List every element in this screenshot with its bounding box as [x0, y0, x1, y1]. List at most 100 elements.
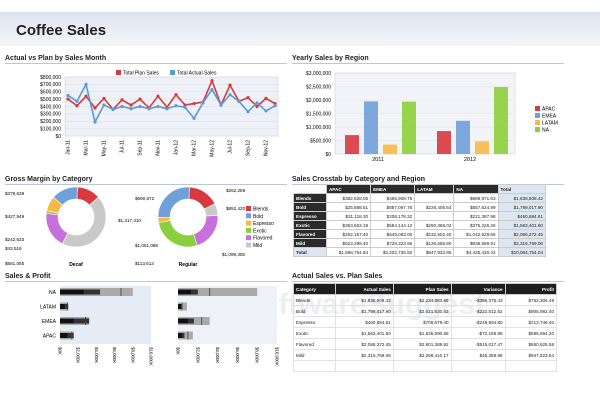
- data-point: [138, 104, 142, 109]
- y-tick-label: $700,000: [40, 82, 61, 88]
- table-cell: $1,042,629.65: [453, 229, 499, 239]
- table-cell: $363,663.19: [325, 220, 372, 230]
- legend-swatch-Flavored: [246, 235, 251, 241]
- bar-NA-2012: [494, 87, 508, 154]
- category-label: EMEA: [42, 319, 57, 325]
- table-row: Total $1,588,754.84 $3,202,735.92 $847,832.…: [293, 247, 547, 257]
- data-point: [84, 82, 88, 86]
- x-tick-label: $10,000K: [275, 347, 280, 366]
- x-tick-label: $8,000K: [130, 347, 135, 363]
- data-point: [210, 79, 214, 83]
- y-tick-label: $2,000,000: [306, 98, 331, 104]
- bullet-actual: [60, 318, 90, 324]
- donut-label: $1,099,308: [222, 252, 245, 257]
- column-header[interactable]: Plan Sales: [392, 283, 452, 295]
- data-point: [111, 107, 115, 112]
- donut-name: Decaf: [69, 262, 83, 268]
- table-cell: $1,838,508.42: [334, 294, 394, 306]
- data-point: [219, 103, 223, 107]
- table-cell: $709,679.40: [392, 316, 452, 328]
- data-point: [120, 98, 124, 102]
- data-point: [273, 101, 277, 106]
- donut-slice-Flavored: [45, 213, 69, 245]
- data-point: [138, 97, 142, 101]
- data-point: [174, 93, 178, 97]
- table-row: Mild $2,316,769.06 $2,268,410.17 $48,358.88…: [293, 349, 558, 361]
- legend-swatch-Bold: [246, 213, 251, 219]
- x-tick-label: $8,000K: [255, 347, 260, 363]
- table-cell: [392, 360, 452, 372]
- x-tick-label: $2,000K: [195, 347, 200, 363]
- bullet-profit: [178, 289, 191, 295]
- table-row: [293, 360, 558, 372]
- table-cell: [450, 360, 506, 372]
- data-point: [156, 104, 160, 109]
- data-point: [228, 93, 232, 97]
- category-label: NA: [49, 290, 57, 296]
- actual-plan-table: Category Actual Sales Plan Sales Variance Pr…: [293, 283, 558, 372]
- table-cell: $549,083.00: [370, 229, 416, 239]
- data-point: [102, 96, 106, 100]
- y-tick-label: $1,000,000: [306, 125, 331, 131]
- table-cell: $260,368.02: [414, 220, 455, 230]
- x-tick-label: 2011: [372, 157, 384, 163]
- data-point: [75, 104, 79, 108]
- x-tick-label: Sep-12: [246, 140, 252, 156]
- section-title-line: Actual vs Plan by Sales Month: [5, 55, 287, 64]
- table-cell: Blends: [293, 294, 336, 306]
- column-header[interactable]: Variance: [450, 283, 506, 295]
- table-cell: $48,358.88: [450, 349, 506, 361]
- data-point: [84, 94, 88, 98]
- column-header[interactable]: Profit: [504, 283, 558, 295]
- table-cell: $2,316,769.06: [334, 349, 394, 361]
- table-cell: $465,908.75: [370, 193, 416, 203]
- legend-swatch-Exotic: [246, 227, 251, 233]
- table-cell: Blends: [293, 193, 327, 203]
- column-header[interactable]: Category: [293, 283, 336, 295]
- y-tick-label: $0: [55, 134, 61, 140]
- legend-swatch-LATAM: [535, 120, 540, 125]
- y-tick-label: $100,000: [40, 126, 61, 132]
- table-cell: Flavored: [293, 338, 336, 350]
- data-point: [183, 105, 187, 109]
- x-tick-label: May-11: [102, 140, 108, 157]
- bullet-profit: [60, 318, 74, 324]
- column-header: NA: [453, 184, 499, 194]
- table-cell: [414, 193, 455, 203]
- table-row: Bold $25,888.51 $887,097.76 $228,406.64 $857…: [293, 202, 547, 212]
- bullet-profit: [60, 304, 65, 309]
- legend-swatch-actual: [170, 70, 175, 75]
- legend-label: APAC: [542, 107, 556, 113]
- table-row: Blends $1,838,508.42 $2,234,883.85 -$396,37…: [293, 294, 558, 306]
- category-label: LATAM: [40, 304, 56, 310]
- table-cell: $1,583,401.60: [497, 220, 547, 230]
- table-cell: Exotic: [293, 327, 336, 339]
- header-band: [0, 12, 600, 46]
- table-cell: [414, 211, 455, 221]
- x-tick-label: $0K: [176, 347, 181, 355]
- donut-slice-Mild: [61, 196, 107, 248]
- column-header[interactable]: Actual Sales: [334, 283, 394, 295]
- bar-LATAM-2011: [383, 144, 397, 154]
- bullet-profit: [178, 318, 188, 324]
- y-tick-label: $300,000: [40, 112, 61, 118]
- data-point: [102, 103, 106, 107]
- bar-APAC-2012: [437, 131, 451, 154]
- x-tick-label: $0K: [58, 347, 63, 355]
- page-title: Coffee Sales: [16, 22, 107, 39]
- data-point: [246, 110, 250, 114]
- legend-swatch-Blends: [246, 206, 251, 211]
- data-point: [264, 96, 268, 100]
- y-tick-label: $3,000,000: [306, 71, 331, 77]
- table-row: Exotic $1,563,401.60 $1,635,590.58 -$72,188…: [293, 327, 558, 339]
- table-cell: [293, 360, 336, 372]
- table-cell: $126,555.80: [414, 238, 455, 248]
- x-tick-label: Mar-12: [192, 140, 198, 156]
- table-cell: $213,746.40: [504, 316, 558, 328]
- data-point: [129, 107, 133, 111]
- column-header: APAC: [325, 184, 372, 194]
- table-row: Mild $523,299.40 $728,323.95 $126,555.80 $93…: [293, 238, 547, 248]
- table-cell: -$248,994.80: [450, 316, 506, 328]
- legend-swatch-APAC: [535, 106, 540, 111]
